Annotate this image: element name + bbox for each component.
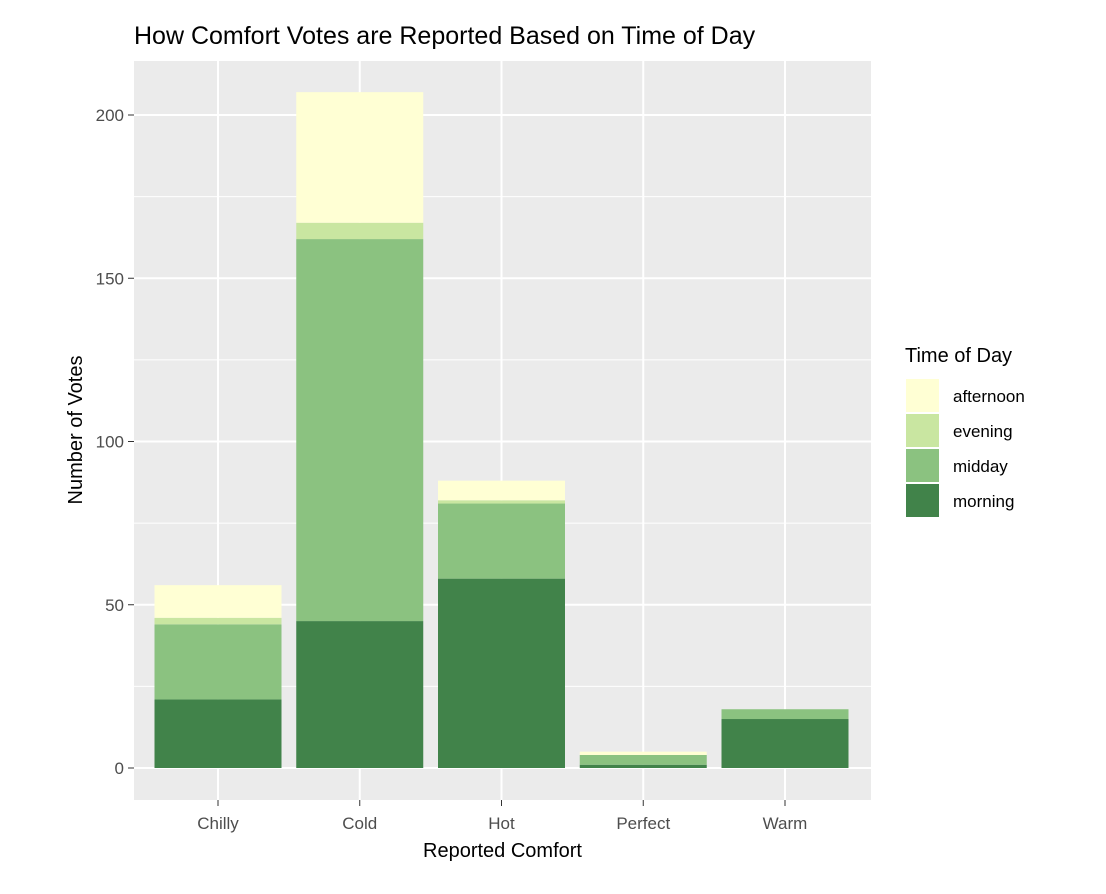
x-tick-label: Hot [488,814,515,833]
y-tick-label: 100 [96,433,124,452]
y-tick-label: 150 [96,269,124,288]
bar-segment-afternoon-chilly [154,585,282,618]
legend-key-evening [904,412,941,449]
bar-segment-morning-chilly [154,699,282,768]
legend-key-morning [904,482,941,519]
legend: Time of Day afternoon evening midday mornin… [904,345,1025,519]
legend-key-midday [904,447,941,484]
legend-title: Time of Day [905,345,1012,367]
bar-segment-midday-hot [438,503,565,579]
x-tick-label: Cold [342,814,377,833]
bar-segment-evening-cold [296,222,424,240]
chart-title: How Comfort Votes are Reported Based on … [134,22,756,50]
bar-segment-midday-warm [721,709,849,720]
bar-segment-afternoon-perfect [579,751,707,755]
y-axis-label: Number of Votes [65,356,87,505]
y-tick-label: 50 [105,596,124,615]
bar-segment-midday-cold [296,239,424,622]
bar-segment-evening-chilly [154,617,282,625]
bar-segment-afternoon-hot [438,480,565,501]
x-axis-label: Reported Comfort [423,840,582,862]
legend-key-afternoon [904,377,941,414]
axis-layer: Chilly Cold Hot Perfect Warm 0 50 100 150 200 [96,106,808,833]
y-tick-label: 0 [115,759,124,778]
bar-segment-morning-warm [721,719,849,768]
bar-segment-evening-hot [438,500,565,504]
bar-segment-morning-cold [296,621,424,768]
legend-label-midday: midday [953,457,1008,476]
bar-segment-midday-chilly [154,624,282,700]
legend-label-morning: morning [953,492,1014,511]
legend-label-afternoon: afternoon [953,387,1025,406]
bars-layer [154,92,849,768]
legend-label-evening: evening [953,422,1013,441]
bar-segment-morning-hot [438,578,565,768]
bar-segment-midday-perfect [579,754,707,765]
bar-segment-afternoon-cold [296,92,424,223]
x-tick-label: Perfect [616,814,670,833]
x-tick-label: Warm [763,814,808,833]
bar-segment-morning-perfect [579,764,707,768]
y-tick-label: 200 [96,106,124,125]
x-tick-label: Chilly [197,814,239,833]
